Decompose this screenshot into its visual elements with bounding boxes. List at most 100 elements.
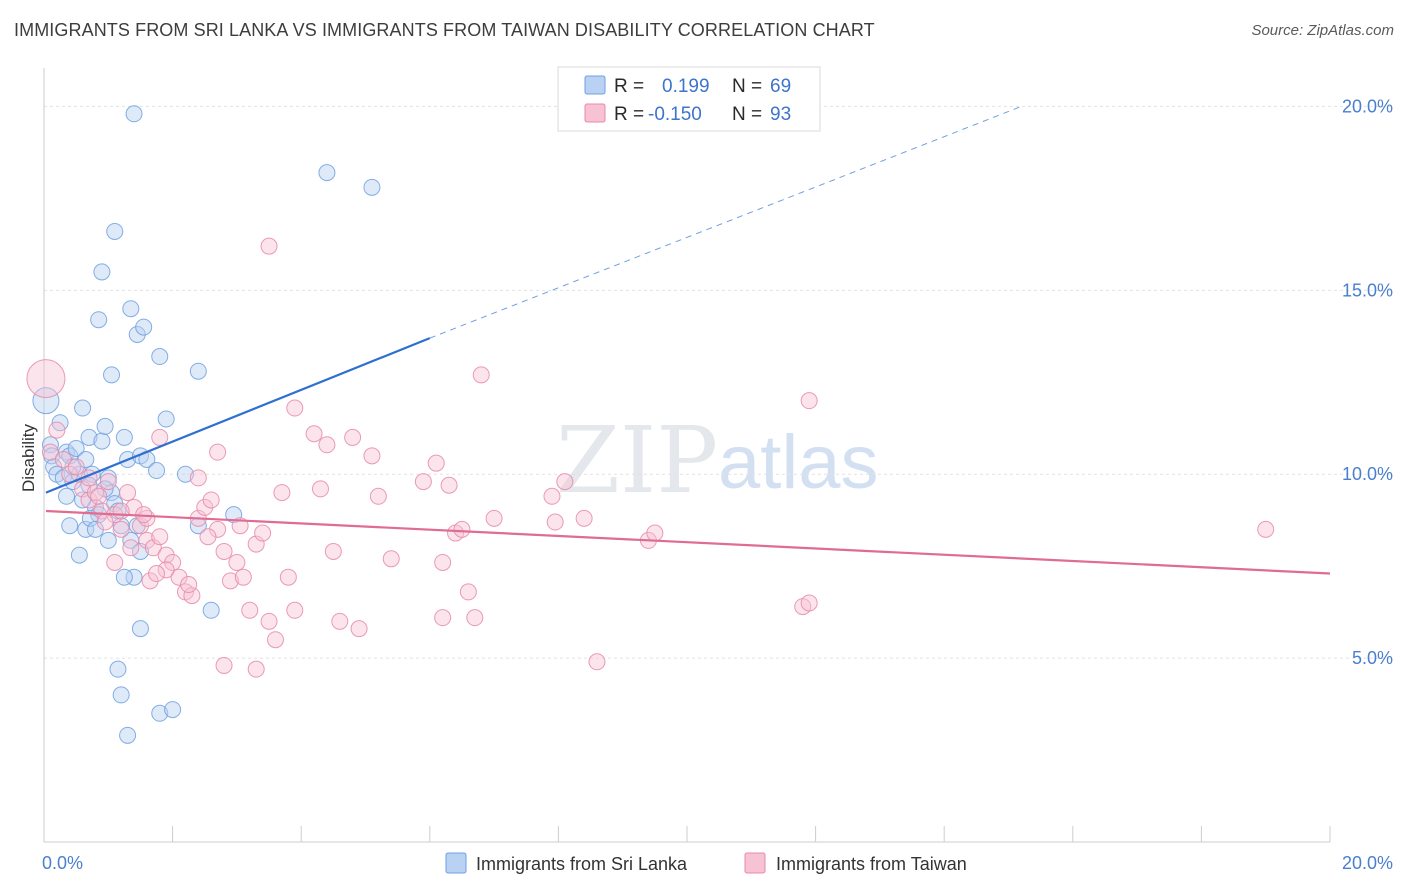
data-point <box>440 476 458 494</box>
data-point <box>344 428 362 446</box>
data-point <box>112 686 130 704</box>
data-point <box>115 428 133 446</box>
data-point <box>305 425 323 443</box>
data-point <box>286 601 304 619</box>
data-point <box>215 542 233 560</box>
trend-line-taiwan <box>45 509 1331 575</box>
data-point <box>1257 520 1275 538</box>
legend-swatch-sri-lanka <box>584 75 606 95</box>
y-axis-label: Disability <box>19 423 38 492</box>
data-point <box>247 535 265 553</box>
data-point <box>434 553 452 571</box>
y-tick-label: 15.0% <box>1342 280 1393 300</box>
data-point <box>148 462 166 480</box>
data-point <box>318 164 336 182</box>
data-point <box>286 399 304 417</box>
data-point <box>279 568 297 586</box>
y-tick-label: 20.0% <box>1342 96 1393 116</box>
data-point <box>112 502 130 520</box>
data-point <box>148 565 166 583</box>
data-point <box>546 513 564 531</box>
data-point <box>58 487 76 505</box>
data-point <box>556 473 574 491</box>
data-point <box>90 487 108 505</box>
data-point <box>311 480 329 498</box>
legend-n-label: N = <box>732 104 762 125</box>
series-legend: Immigrants from Sri Lanka Immigrants fro… <box>445 852 967 874</box>
data-point <box>459 583 477 601</box>
legend-n-label: N = <box>732 76 762 97</box>
data-point <box>80 428 98 446</box>
data-point <box>575 509 593 527</box>
data-point <box>485 509 503 527</box>
data-point <box>363 178 381 196</box>
data-point <box>67 439 85 457</box>
data-point <box>74 399 92 417</box>
data-point <box>61 517 79 535</box>
data-point <box>26 359 66 399</box>
data-point <box>189 469 207 487</box>
data-point <box>93 432 111 450</box>
y-tick-label: 10.0% <box>1342 464 1393 484</box>
data-point <box>215 656 233 674</box>
trend-line-sri-lanka-extension <box>429 105 1022 339</box>
data-point <box>164 701 182 719</box>
data-point <box>32 387 60 415</box>
data-point <box>453 520 471 538</box>
data-point <box>96 417 114 435</box>
watermark-atlas: atlas <box>718 420 879 505</box>
data-point <box>543 487 561 505</box>
bottom-legend-swatch-taiwan <box>744 852 766 874</box>
data-point <box>472 366 490 384</box>
data-point <box>180 576 198 594</box>
tick-labels: 5.0% 10.0% 15.0% 20.0% 0.0% 20.0% <box>42 96 1393 873</box>
data-point <box>119 484 137 502</box>
data-point <box>151 348 169 366</box>
data-point <box>247 660 265 678</box>
bottom-legend-swatch-sri-lanka <box>445 852 467 874</box>
data-point <box>350 620 368 638</box>
data-point <box>151 528 169 546</box>
data-point <box>369 487 387 505</box>
legend-swatch-taiwan <box>584 103 606 123</box>
data-point <box>151 428 169 446</box>
data-point <box>106 553 124 571</box>
data-point <box>54 451 72 468</box>
data-point <box>800 594 818 612</box>
data-point <box>331 612 349 630</box>
data-point <box>70 546 88 564</box>
data-point <box>324 542 342 560</box>
legend-r-value-sri-lanka: 0.199 <box>662 76 710 97</box>
x-tick-label-max: 20.0% <box>1342 853 1393 873</box>
data-point <box>221 572 239 590</box>
data-point <box>466 609 484 627</box>
data-point <box>157 561 175 579</box>
data-point <box>112 520 130 538</box>
data-point <box>125 105 143 123</box>
data-point <box>266 631 284 649</box>
data-point <box>176 465 194 483</box>
data-point <box>800 392 818 410</box>
data-point <box>646 524 664 542</box>
legend-r-label: R = <box>614 76 644 97</box>
data-point <box>157 410 175 428</box>
data-point <box>260 612 278 630</box>
data-point <box>414 473 432 491</box>
data-point <box>122 300 140 318</box>
data-point <box>41 443 59 461</box>
data-point <box>202 601 220 619</box>
data-point <box>260 237 278 255</box>
data-point <box>109 660 127 678</box>
chart-title: IMMIGRANTS FROM SRI LANKA VS IMMIGRANTS … <box>14 20 875 40</box>
data-point <box>209 443 227 461</box>
data-point <box>144 539 162 557</box>
bottom-legend-label-sri-lanka: Immigrants from Sri Lanka <box>476 854 688 874</box>
data-point <box>234 568 252 586</box>
correlation-legend: R = 0.199 N = 69 R = -0.150 N = 93 <box>557 66 821 132</box>
data-point <box>199 528 217 546</box>
data-point <box>151 704 169 722</box>
data-point <box>225 506 243 524</box>
data-point <box>427 454 445 472</box>
data-point <box>434 609 452 627</box>
data-point <box>273 484 291 502</box>
